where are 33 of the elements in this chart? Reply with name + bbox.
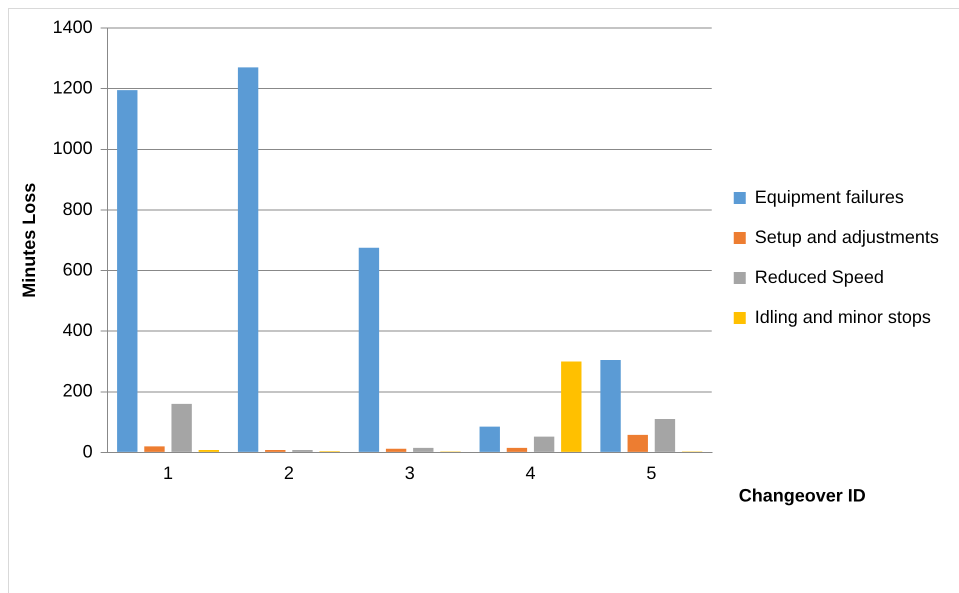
y-tick-label: 1000 [52,138,93,158]
bar [534,436,554,452]
legend-label: Equipment failures [754,186,904,207]
bar [628,434,648,452]
y-tick-label: 800 [62,198,93,219]
bar [386,448,406,452]
bar [480,426,500,452]
bar [506,448,528,452]
x-tick-label: 5 [646,463,656,484]
bar [413,448,434,452]
y-tick-label: 200 [62,380,93,401]
legend-label: Reduced Speed [754,266,884,287]
bar [171,404,192,452]
bar [561,361,582,452]
y-tick-label: 600 [62,259,93,280]
bar [358,248,380,452]
legend-label: Idling and minor stops [754,306,931,327]
legend-label: Setup and adjustments [754,226,939,247]
bar [144,446,165,452]
y-tick-label: 1400 [52,16,93,37]
bar [654,419,676,452]
x-tick-label: 2 [284,463,294,484]
y-tick-label: 0 [82,441,93,462]
x-tick-label: 1 [163,463,174,484]
y-axis-title: Minutes Loss [18,182,39,298]
x-tick-label: 3 [404,463,415,484]
y-tick-label: 1200 [52,78,93,98]
x-tick-label: 4 [526,463,536,484]
bar [117,90,138,452]
y-tick-label: 400 [62,320,93,340]
bar [238,67,258,452]
x-axis-title: Changeover ID [738,485,866,506]
bar [600,360,621,452]
